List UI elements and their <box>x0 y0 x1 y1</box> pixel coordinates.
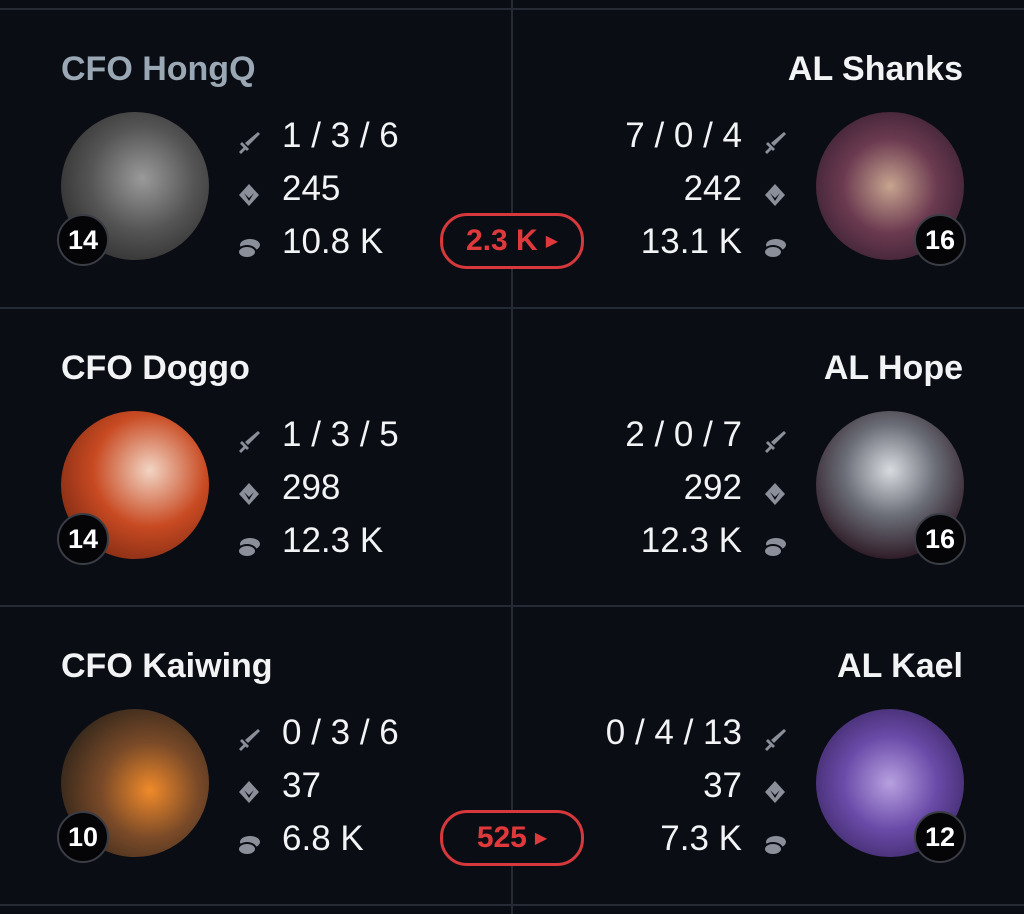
gem-icon <box>762 772 788 803</box>
kda-value: 0 / 3 / 6 <box>282 713 399 752</box>
cs-value: 37 <box>703 766 742 805</box>
sword-icon <box>236 122 262 154</box>
matchup-row: CFO Doggo 14 1 / 3 / 5 298 12.3 K AL Hop… <box>0 309 1024 607</box>
cs-value: 37 <box>282 766 321 805</box>
kda-value: 0 / 4 / 13 <box>605 713 742 752</box>
gold-stat: 12.3 K <box>236 519 383 563</box>
cs-stat: 245 <box>236 167 340 211</box>
gold-stat: 10.8 K <box>236 220 383 264</box>
gold-diff-value: 525 <box>476 821 527 854</box>
matchup-row: CFO HongQ 14 1 / 3 / 6 245 10.8 K AL Sha… <box>0 10 1024 308</box>
kda-stat: 2 / 0 / 7 <box>625 413 788 457</box>
play-triangle-icon: ▶ <box>545 233 559 251</box>
kda-stat: 7 / 0 / 4 <box>625 114 788 158</box>
gold-stat: 6.8 K <box>236 817 364 861</box>
gold-stat: 7.3 K <box>660 817 788 861</box>
play-triangle-icon: ▶ <box>534 830 548 848</box>
sword-icon <box>236 421 262 453</box>
cs-value: 298 <box>282 468 341 507</box>
gold-value: 7.3 K <box>660 819 742 858</box>
player-name: CFO Doggo <box>61 349 250 387</box>
gold-value: 12.3 K <box>282 521 384 560</box>
gold-diff-badge[interactable]: 525 ▶ <box>440 810 584 866</box>
gem-icon <box>236 772 262 803</box>
player-name: CFO Kaiwing <box>61 647 273 685</box>
level-badge: 16 <box>914 513 966 565</box>
player-name: AL Kael <box>837 647 963 685</box>
cs-value: 292 <box>683 468 742 507</box>
level-badge: 14 <box>57 214 109 266</box>
gold-value: 6.8 K <box>282 819 364 858</box>
gold-diff-value: 2.3 K <box>465 224 538 257</box>
gem-icon <box>236 474 262 505</box>
coin-stack-icon <box>762 228 788 259</box>
cs-stat: 292 <box>684 466 788 510</box>
sword-icon <box>236 719 262 751</box>
kda-value: 1 / 3 / 5 <box>282 415 399 454</box>
kda-stat: 0 / 4 / 13 <box>606 711 788 755</box>
cs-stat: 298 <box>236 466 340 510</box>
player-name: CFO HongQ <box>61 50 256 88</box>
level-badge: 16 <box>914 214 966 266</box>
gold-stat: 13.1 K <box>641 220 788 264</box>
level-badge: 12 <box>914 811 966 863</box>
cs-value: 242 <box>683 169 742 208</box>
sword-icon <box>762 719 788 751</box>
cs-stat: 242 <box>684 167 788 211</box>
sword-icon <box>762 122 788 154</box>
coin-stack-icon <box>762 527 788 558</box>
player-name: AL Shanks <box>787 50 963 88</box>
kda-stat: 1 / 3 / 6 <box>236 114 399 158</box>
coin-stack-icon <box>236 825 262 856</box>
gold-stat: 12.3 K <box>641 519 788 563</box>
cs-stat: 37 <box>703 764 788 808</box>
coin-stack-icon <box>762 825 788 856</box>
kda-value: 7 / 0 / 4 <box>625 116 742 155</box>
level-badge: 14 <box>57 513 109 565</box>
kda-stat: 1 / 3 / 5 <box>236 413 399 457</box>
gem-icon <box>762 175 788 206</box>
player-name: AL Hope <box>823 349 963 387</box>
sword-icon <box>762 421 788 453</box>
gold-value: 10.8 K <box>282 222 384 261</box>
matchup-row: CFO Kaiwing 10 0 / 3 / 6 37 6.8 K AL Kae… <box>0 607 1024 905</box>
cs-value: 245 <box>282 169 341 208</box>
gold-diff-badge[interactable]: 2.3 K ▶ <box>440 213 584 269</box>
gold-value: 13.1 K <box>640 222 742 261</box>
coin-stack-icon <box>236 228 262 259</box>
coin-stack-icon <box>236 527 262 558</box>
gem-icon <box>762 474 788 505</box>
gem-icon <box>236 175 262 206</box>
divider <box>511 0 513 914</box>
gold-value: 12.3 K <box>640 521 742 560</box>
level-badge: 10 <box>57 811 109 863</box>
kda-stat: 0 / 3 / 6 <box>236 711 399 755</box>
kda-value: 1 / 3 / 6 <box>282 116 399 155</box>
cs-stat: 37 <box>236 764 321 808</box>
kda-value: 2 / 0 / 7 <box>625 415 742 454</box>
